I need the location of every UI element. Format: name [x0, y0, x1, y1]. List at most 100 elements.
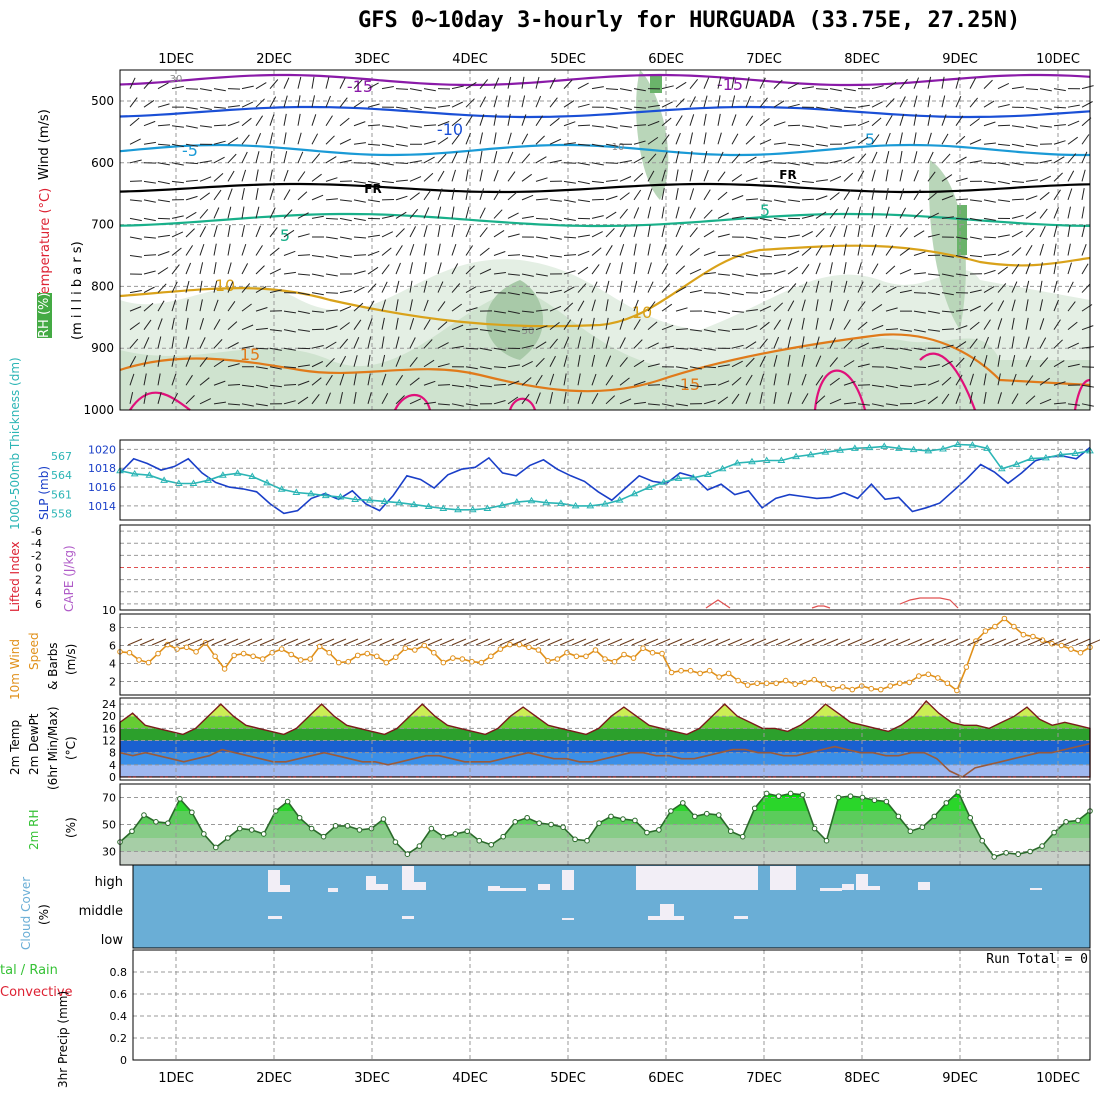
wind-barb: [549, 77, 556, 89]
wind-barb: [577, 318, 583, 330]
wind-barb: [899, 207, 907, 219]
wind10-barb: [307, 638, 323, 646]
wind-barb: [885, 98, 895, 108]
wind-barb: [339, 255, 352, 258]
wind-barb: [983, 180, 996, 184]
wind-barb: [941, 153, 951, 164]
rh2m-point: [284, 798, 291, 805]
wind-barb: [1025, 375, 1034, 386]
wind-barb: [927, 132, 932, 145]
wind-barb: [689, 188, 695, 201]
wind-barb: [857, 321, 868, 331]
wind-barb: [437, 262, 442, 275]
wind-barb: [395, 395, 405, 405]
wind-barb: [241, 134, 250, 145]
wind-barb: [339, 77, 346, 89]
wind-barb: [815, 262, 821, 275]
slp-ytick: 1020: [88, 443, 116, 456]
wind-barb: [1053, 189, 1061, 201]
wind-barb: [1025, 195, 1038, 201]
wind10-barb: [487, 638, 503, 646]
wind-barb: [423, 225, 428, 238]
wind-barb: [563, 254, 577, 256]
wind-barb: [297, 76, 302, 89]
wind-barb: [591, 180, 604, 184]
wind-barb: [479, 289, 492, 294]
wind10-point: [621, 651, 627, 658]
wind-barb: [1067, 342, 1080, 349]
wind-barb: [773, 180, 786, 184]
wind-barb: [717, 132, 722, 145]
wind-barb: [1025, 262, 1031, 275]
wind-barb: [241, 101, 254, 108]
wind-barb: [297, 396, 309, 405]
upper-ytick: 800: [91, 279, 114, 293]
cloud-block: [660, 904, 674, 918]
wind-barb: [549, 355, 556, 367]
wind-barb: [535, 156, 547, 164]
wind-barb: [577, 103, 590, 108]
wind-barb: [815, 195, 828, 201]
wind-barb: [731, 114, 737, 126]
wind-barb: [1067, 321, 1078, 331]
wind-barb: [1025, 299, 1029, 312]
cloud-block: [402, 866, 414, 890]
wind-barb: [773, 142, 786, 145]
upper-ytick: 700: [91, 218, 114, 232]
wind10-point: [649, 649, 656, 656]
wind10-barb: [247, 638, 263, 646]
wind-barb: [941, 255, 954, 258]
wind-barb: [213, 339, 223, 349]
rh2m-point: [1015, 851, 1021, 858]
wind10-barb: [907, 638, 923, 646]
wind-barb: [325, 135, 335, 145]
wind10-barb: [403, 638, 419, 646]
wind-barb: [647, 281, 654, 293]
wind-barb: [605, 317, 609, 330]
wind-barb: [745, 156, 757, 164]
wind-barb: [437, 301, 446, 312]
wind-barb: [759, 236, 772, 240]
wind-barb: [1053, 360, 1065, 368]
wind-barb: [311, 194, 324, 201]
wind-barb: [689, 227, 698, 238]
wind10-barb: [655, 638, 671, 646]
wind-barb: [717, 171, 726, 182]
wind-barb: [843, 106, 857, 109]
wind-barb: [563, 302, 574, 312]
wind-barb: [465, 132, 471, 145]
wind-barb: [591, 393, 599, 405]
wind-barb: [129, 255, 142, 258]
wind-barb: [787, 373, 791, 386]
wind10-barb: [463, 638, 479, 646]
wind-barb: [381, 354, 386, 367]
slp-ytick: 1018: [88, 462, 116, 475]
wind-barb: [997, 373, 1001, 386]
wind-barb: [143, 99, 155, 108]
thickness-ytick: 561: [51, 488, 72, 501]
wind10-barb: [223, 638, 239, 646]
wind10-point: [1011, 623, 1017, 630]
rh2m-point: [775, 793, 782, 799]
wind10-point: [174, 646, 180, 652]
rh2m-point: [668, 808, 674, 814]
temp-band: [120, 764, 1090, 777]
wind-barb: [955, 309, 968, 312]
wind10-point: [469, 658, 475, 665]
wind-barb: [717, 310, 730, 314]
wind-barb: [339, 338, 349, 349]
wind10-point: [297, 657, 304, 663]
wind-barb: [1011, 86, 1024, 90]
wind10-point: [754, 680, 760, 687]
wind-barb: [815, 395, 826, 405]
upper-ytick: 900: [91, 341, 114, 355]
wind-barb: [703, 347, 716, 351]
wind-barb: [1081, 85, 1094, 90]
wind10-point: [564, 649, 570, 656]
wind-barb: [199, 262, 204, 275]
wind-barb: [339, 322, 350, 331]
wind-barb: [997, 266, 1008, 275]
wind-barb: [899, 247, 910, 256]
wind-barb: [913, 251, 926, 256]
wind-barb: [1053, 88, 1066, 92]
